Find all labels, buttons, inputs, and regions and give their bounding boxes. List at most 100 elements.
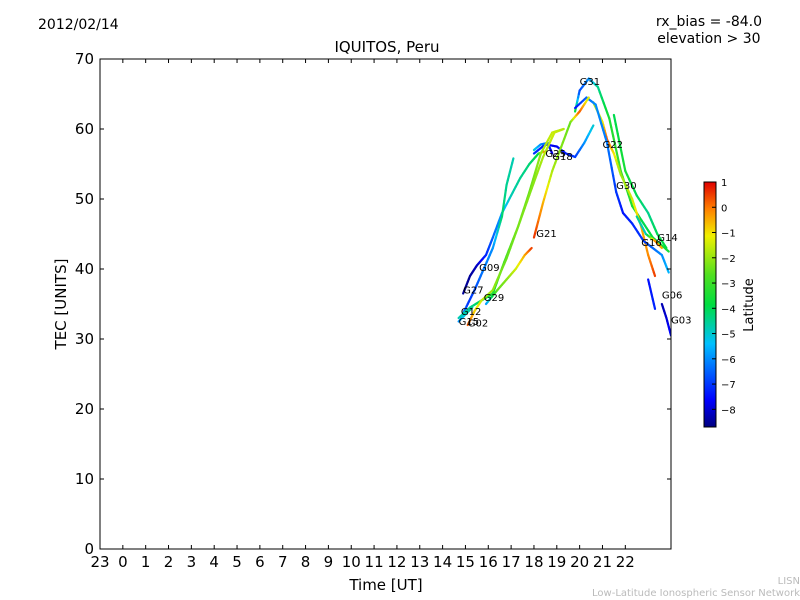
series-segment	[622, 160, 627, 173]
series-segment	[530, 178, 535, 187]
x-tick-label: 1	[141, 553, 151, 571]
x-tick-label: 21	[593, 553, 612, 571]
series-segment	[602, 129, 607, 138]
x-tick-label: 14	[433, 553, 452, 571]
series-segment	[521, 206, 526, 216]
y-tick-label: 20	[75, 400, 94, 418]
series-G29	[484, 246, 533, 306]
series-label-G18: G18	[552, 152, 572, 163]
series-segment	[600, 122, 605, 132]
series-segment	[608, 117, 613, 129]
colorbar-tick-label: 1	[721, 178, 727, 189]
series-segment	[511, 157, 515, 164]
x-tick-label: 16	[479, 553, 498, 571]
colorbar-label: Latitude	[742, 278, 757, 332]
series-label-G06: G06	[662, 290, 682, 301]
x-tick-label: 22	[616, 553, 635, 571]
plot-frame	[99, 58, 672, 550]
series-label-G21: G21	[536, 229, 556, 240]
x-tick-label: 5	[232, 553, 242, 571]
watermark-lisn: LISN	[777, 576, 800, 587]
x-tick-label: 12	[387, 553, 406, 571]
x-tick-label: 8	[301, 553, 311, 571]
series-segment	[612, 134, 617, 146]
x-tick-label: 20	[570, 553, 589, 571]
series-label-G15: G15	[459, 317, 479, 328]
y-axis: 0 10 20 30 40 50 60 70	[75, 50, 671, 558]
x-tick-label: 13	[410, 553, 429, 571]
series-label-G14: G14	[657, 233, 677, 244]
series-segment	[610, 126, 615, 138]
y-tick-label: 40	[75, 260, 94, 278]
series-segment	[616, 132, 621, 145]
y-axis-label: TEC [UNITS]	[52, 259, 70, 351]
colorbar-tick-label: 0	[721, 203, 727, 214]
colorbar-tick-label: −8	[721, 405, 736, 416]
series-segment	[612, 174, 616, 185]
x-tick-label: 23	[90, 553, 109, 571]
series-segment	[550, 150, 554, 155]
series-layer	[457, 77, 671, 337]
series-G18	[532, 124, 595, 159]
series-G14	[612, 113, 668, 250]
series-segment	[528, 187, 533, 197]
colorbar-ticks: 1 0 −1 −2 −3 −4 −5 −6 −7 −8	[712, 178, 736, 416]
series-segment	[613, 182, 618, 194]
series-segment	[532, 171, 537, 181]
series-segment	[666, 268, 670, 274]
series-segment	[529, 246, 533, 251]
series-label-G25: G25	[545, 149, 565, 160]
x-tick-label: 18	[524, 553, 543, 571]
series-segment	[612, 113, 617, 126]
x-tick-label: 15	[456, 553, 475, 571]
x-tick-label: 7	[278, 553, 288, 571]
series-G30	[573, 96, 670, 274]
series-label-G16: G16	[641, 238, 661, 249]
series-segment	[516, 219, 522, 229]
x-axis: 23 0 1 2 3 4 5 6 7 8 9 10 11 12 13 14 15 16 17 18 19 20 21 22	[90, 59, 635, 571]
series-segment	[663, 244, 668, 250]
series-segment	[610, 166, 615, 177]
series-segment	[470, 306, 474, 310]
series-G09	[462, 150, 547, 295]
series-G02	[466, 127, 565, 327]
date-label: 2012/02/14	[38, 17, 119, 33]
x-tick-label: 9	[324, 553, 334, 571]
x-tick-label: 6	[255, 553, 265, 571]
rx-bias-label: rx_bias = -84.0	[655, 14, 762, 30]
colorbar-tick-label: −4	[721, 304, 736, 315]
series-segment	[534, 165, 539, 174]
series-G16	[635, 215, 663, 250]
x-tick-label: 3	[187, 553, 197, 571]
series-segment	[613, 143, 619, 155]
chart-title: IQUITOS, Peru	[334, 38, 439, 56]
series-label-G27: G27	[463, 286, 483, 297]
series-label-G12: G12	[461, 307, 481, 318]
series-segment	[519, 213, 524, 222]
x-tick-label: 2	[164, 553, 174, 571]
series-label-G31: G31	[580, 77, 600, 88]
series-segment	[664, 248, 670, 253]
series-G21	[532, 96, 590, 239]
y-tick-label: 60	[75, 120, 94, 138]
series-segment	[604, 135, 609, 145]
elevation-label: elevation > 30	[657, 31, 761, 47]
colorbar-tick-label: −3	[721, 279, 736, 290]
bias-info: rx_bias = -84.0 elevation > 30	[656, 14, 762, 48]
series-segment	[617, 161, 622, 173]
series-G06	[647, 278, 657, 310]
series-segment	[608, 158, 613, 169]
series-segment	[561, 127, 565, 131]
x-tick-label: 19	[547, 553, 566, 571]
watermark-network: Low-Latitude Ionospheric Sensor Network	[592, 588, 800, 599]
y-tick-label: 70	[75, 50, 94, 68]
series-G15	[457, 306, 474, 323]
colorbar	[703, 181, 717, 428]
series-segment	[535, 158, 541, 168]
series-label-G09: G09	[479, 263, 499, 274]
colorbar-tick-label: −1	[721, 229, 736, 240]
series-segment	[605, 141, 610, 153]
colorbar-tick-label: −2	[721, 254, 736, 265]
series-segment	[526, 193, 531, 203]
